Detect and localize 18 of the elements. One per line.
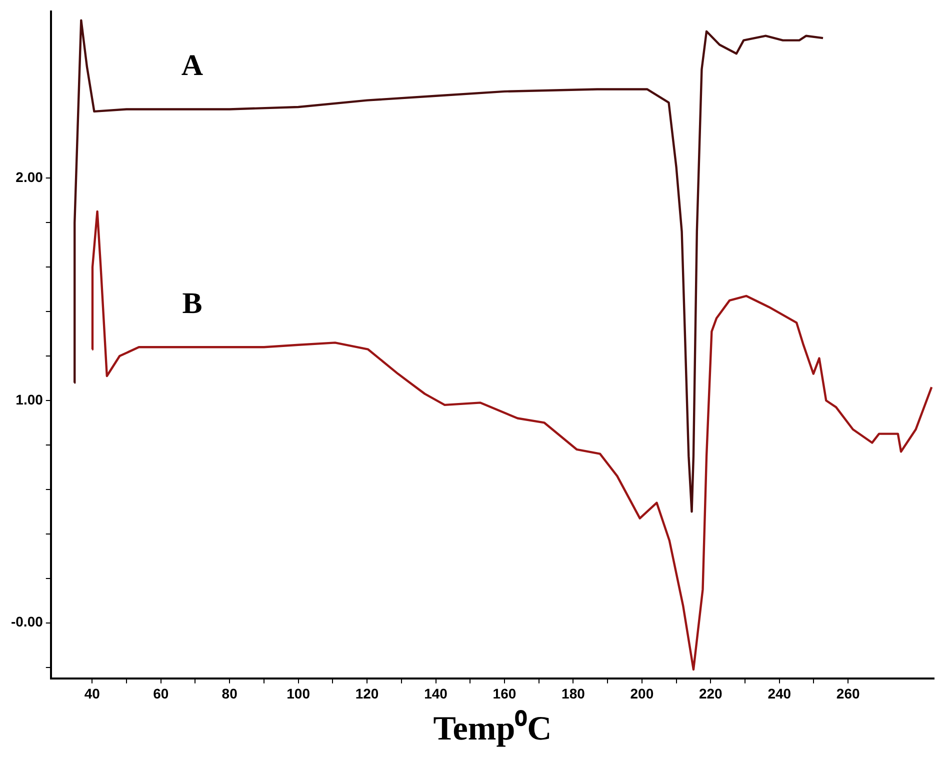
x-tick-label: 40	[84, 686, 100, 702]
y-tick-label: 2.00	[16, 169, 44, 186]
x-tick-label: 260	[836, 686, 860, 702]
y-tick-label: -0.00	[10, 614, 44, 630]
x-tick-label: 220	[698, 686, 723, 702]
series-label: A	[181, 48, 204, 82]
x-axis-title: Temp⁰C	[433, 709, 552, 748]
x-tick-label: 100	[286, 686, 310, 702]
x-tick-label: 200	[630, 686, 654, 702]
x-tick-label: 160	[492, 686, 516, 702]
x-tick-label: 240	[768, 686, 792, 702]
y-tick-label: 1.00	[16, 391, 44, 408]
x-tick-label: 120	[355, 686, 379, 702]
x-tick-label: 80	[222, 686, 238, 702]
x-tick-label: 140	[424, 686, 448, 702]
x-tick-label: 180	[562, 686, 586, 702]
x-tick-label: 60	[153, 686, 169, 702]
series-label: B	[182, 286, 202, 320]
